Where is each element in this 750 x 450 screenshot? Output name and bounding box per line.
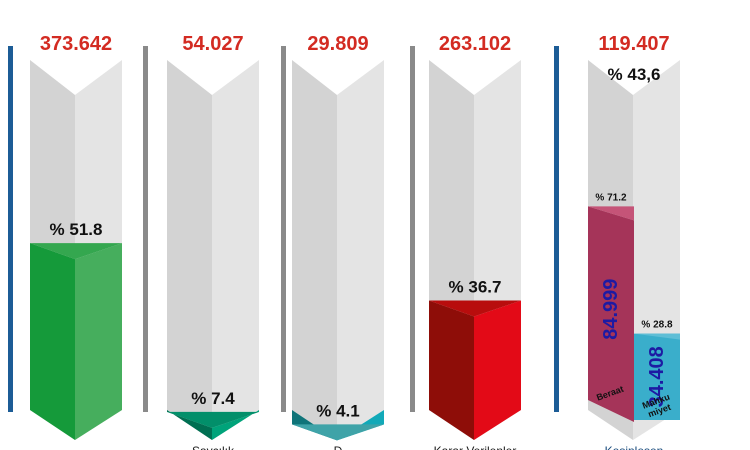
bar-category-label: D: [334, 444, 343, 450]
bar-track-right: [337, 60, 384, 440]
bar-fill-cap: [30, 243, 122, 260]
bar-fill-cap: [292, 424, 384, 441]
bar-track-right: [212, 60, 259, 440]
bar-total-label: 373.642: [40, 33, 112, 55]
bar-fill-right: [474, 300, 521, 440]
sub-bar-percent-label: % 71.2: [595, 192, 627, 203]
bar-category-label: Kesinleşen: [605, 444, 664, 450]
sub-bar-fill: [588, 206, 634, 422]
bar-column: 29.809 % 4.1 D: [292, 33, 384, 450]
bar-percent-label: % 51.8: [50, 220, 103, 239]
bar-total-label: 54.027: [182, 33, 243, 55]
bar-percent-label: % 43,6: [608, 65, 661, 84]
sub-bar-value-label: 84.999: [600, 279, 622, 340]
bar-percent-label: % 36.7: [449, 278, 502, 297]
bar-fill-right: [75, 243, 122, 440]
bar-column: 373.642 % 51.8: [30, 33, 122, 440]
bar-fill-left: [30, 243, 75, 440]
bar-fill-cap: [167, 411, 259, 428]
bar-total-label: 119.407: [598, 33, 669, 55]
sub-bar-value-label: 34.408: [646, 346, 668, 407]
bar-category-label: Karar Verilenler: [434, 444, 517, 450]
bar-total-label: 29.809: [307, 33, 368, 55]
bar-fill-left: [167, 410, 212, 440]
divider-line: [8, 46, 13, 412]
bar-fill-left: [429, 300, 474, 440]
bar-track-left: [167, 60, 212, 440]
divider-line: [143, 46, 148, 412]
bar-fill-right: [212, 410, 259, 440]
bar-fill-cap: [429, 300, 521, 317]
sub-bar-fill: [634, 333, 680, 420]
bar-total-label: 263.102: [439, 33, 511, 55]
sub-bar-cap: [634, 333, 680, 340]
bar-category-label: Savcılık: [192, 444, 235, 450]
sub-bar-percent-label: % 28.8: [641, 320, 673, 331]
bar-column: 54.027 % 7.4 Savcılık: [167, 33, 259, 450]
sub-bar-cap: [588, 206, 634, 221]
bar-track-left: [292, 60, 337, 440]
bar-percent-label: % 4.1: [316, 401, 359, 420]
divider-line: [554, 46, 559, 412]
divider-line: [281, 46, 286, 412]
divider-line: [410, 46, 415, 412]
bar-column: 263.102 % 36.7 Karar Verilenler: [429, 33, 521, 450]
bar-percent-label: % 7.4: [191, 389, 235, 408]
